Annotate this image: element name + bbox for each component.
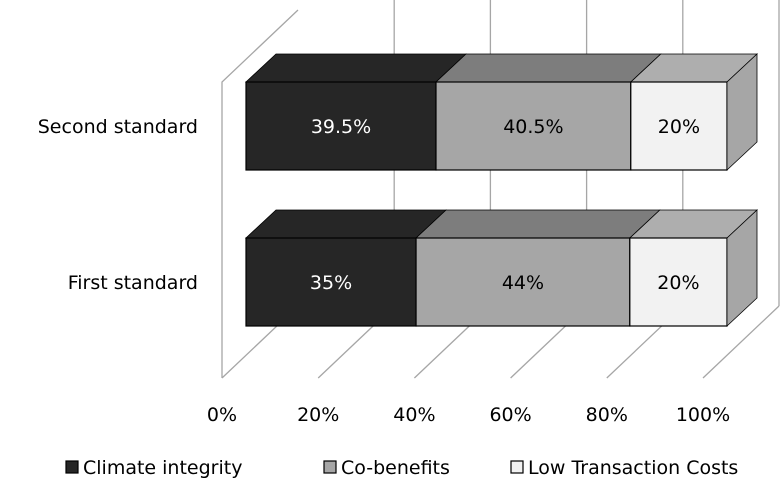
category-labels: Second standard First standard xyxy=(38,116,198,294)
floor-gridline xyxy=(702,305,780,379)
data-label: 35% xyxy=(310,272,352,294)
x-tick-label: 20% xyxy=(297,404,339,426)
bar-segment xyxy=(630,81,728,171)
x-tick-label: 80% xyxy=(586,404,628,426)
x-tick-label: 60% xyxy=(489,404,531,426)
data-label: 40.5% xyxy=(503,116,563,138)
bar-top-face xyxy=(244,53,468,83)
bar-top-face xyxy=(434,53,662,83)
data-label: 39.5% xyxy=(311,116,371,138)
legend: Climate integrity Co-benefits Low Transact… xyxy=(65,457,738,479)
legend-label: Low Transaction Costs xyxy=(528,457,738,479)
bar-top-face xyxy=(415,209,661,239)
bar-side-face xyxy=(726,53,758,171)
bar-side-face xyxy=(726,209,758,327)
x-tick-label: 100% xyxy=(676,404,730,426)
data-labels: 39.5% 40.5% 20% 35% 44% 20% xyxy=(310,116,700,294)
bar-top-face xyxy=(244,209,448,239)
bar-segment xyxy=(435,81,632,171)
legend-swatch xyxy=(323,460,337,474)
data-label: 44% xyxy=(502,272,544,294)
bar-segment xyxy=(629,237,728,327)
data-label: 20% xyxy=(658,116,700,138)
bars xyxy=(244,53,759,327)
bar-segment xyxy=(245,81,437,171)
category-label: Second standard xyxy=(38,116,198,138)
category-label: First standard xyxy=(68,272,198,294)
legend-label: Climate integrity xyxy=(83,457,242,479)
x-tick-label: 40% xyxy=(393,404,435,426)
x-axis-ticks: 0% 20% 40% 60% 80% 100% xyxy=(207,404,730,426)
data-label: 20% xyxy=(657,272,699,294)
legend-swatch xyxy=(65,460,79,474)
x-tick-label: 0% xyxy=(207,404,237,426)
bar-segment xyxy=(245,237,417,327)
legend-label: Co-benefits xyxy=(341,457,450,479)
bar-segment xyxy=(415,237,631,327)
chart-walls xyxy=(221,9,299,378)
left-wall-edge xyxy=(221,9,299,378)
legend-swatch xyxy=(510,460,524,474)
